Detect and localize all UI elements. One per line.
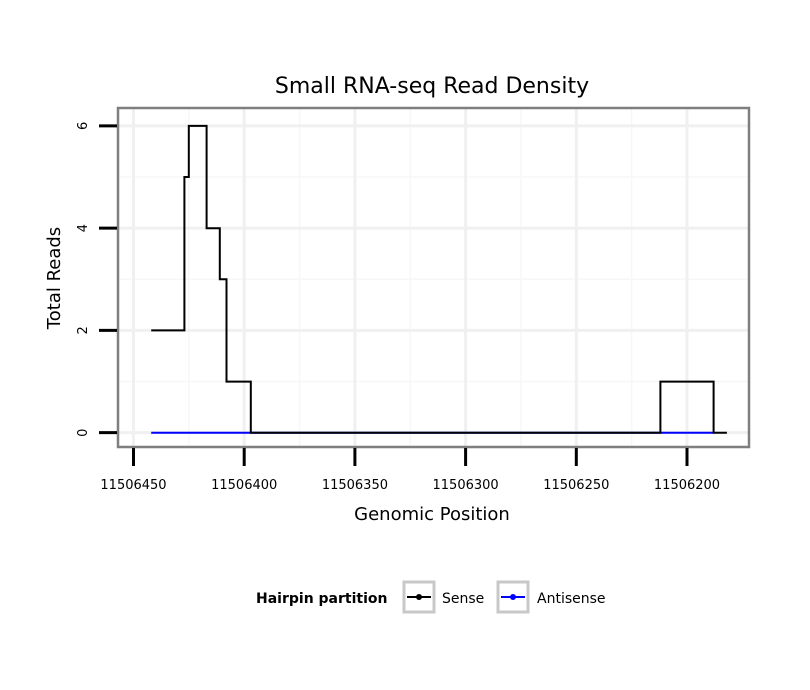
x-tick-label: 11506200 xyxy=(654,478,720,493)
x-axis-label: Genomic Position xyxy=(354,504,510,525)
data-series xyxy=(151,124,727,434)
y-axis-label: Total Reads xyxy=(44,227,65,330)
x-tick-label: 11506300 xyxy=(433,478,499,493)
x-tick-label: 11506400 xyxy=(211,478,277,493)
chart-title: Small RNA-seq Read Density xyxy=(275,74,589,99)
legend-point-antisense xyxy=(510,594,516,600)
x-tick-label: 11506250 xyxy=(543,478,609,493)
legend-item-sense: Sense xyxy=(402,580,484,614)
legend-label-sense: Sense xyxy=(442,591,484,607)
legend-title: Hairpin partition xyxy=(256,591,387,607)
y-axis: 0 2 4 6 xyxy=(76,122,117,437)
y-tick-label: 6 xyxy=(76,122,91,130)
legend-item-antisense: Antisense xyxy=(496,580,606,614)
y-tick-label: 4 xyxy=(76,224,91,232)
x-tick-label: 11506350 xyxy=(322,478,388,493)
plot-panel-border xyxy=(116,106,751,449)
legend: Hairpin partition Sense Antisense xyxy=(256,580,606,614)
legend-label-antisense: Antisense xyxy=(537,591,606,607)
y-tick-label: 2 xyxy=(76,326,91,334)
x-tick-label: 11506450 xyxy=(100,478,166,493)
x-axis: 11506450 11506400 11506350 11506300 11506250… xyxy=(100,448,720,493)
y-tick-label: 0 xyxy=(76,429,91,437)
grid-lines xyxy=(118,108,749,447)
series-line-sense xyxy=(151,124,727,434)
legend-point-sense xyxy=(416,594,422,600)
